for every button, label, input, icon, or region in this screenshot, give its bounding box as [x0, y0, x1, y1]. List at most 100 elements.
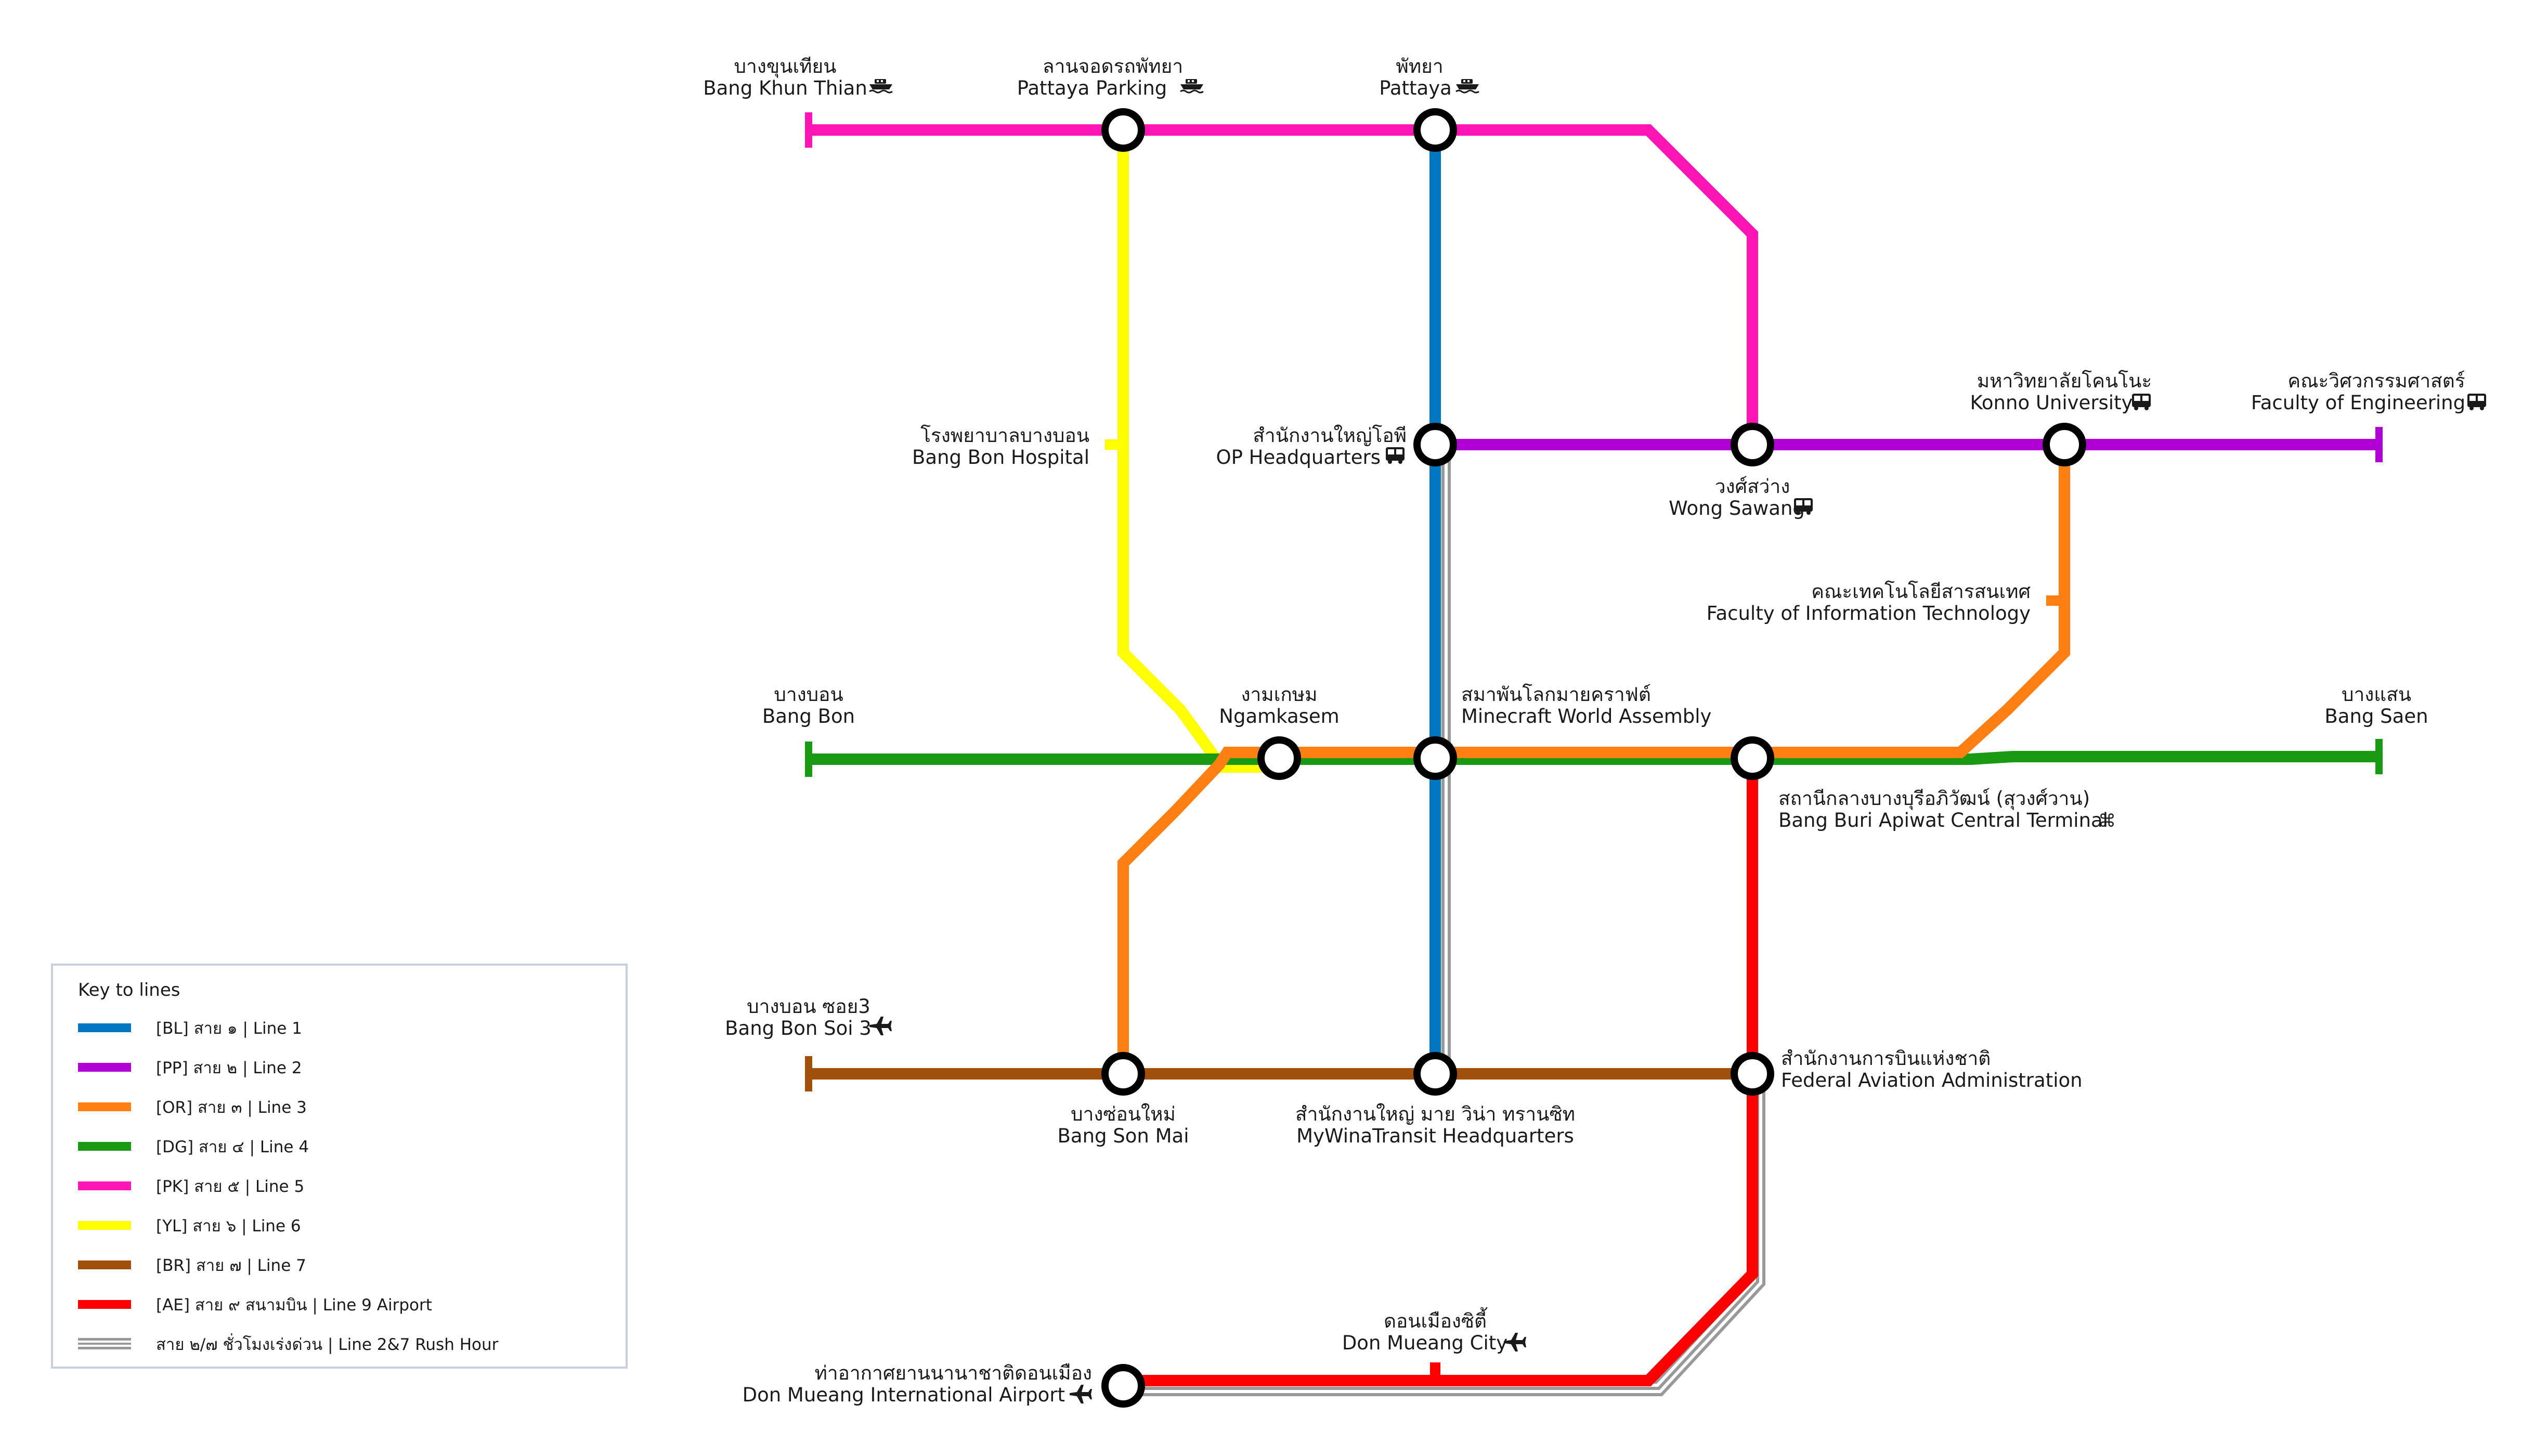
stop-tick-don-mueang-city [1430, 1362, 1440, 1381]
line-dg [809, 751, 2379, 765]
label-pattaya-parking-th: ลานจอดรถพัทยา [1043, 55, 1183, 77]
rush-hour-line [1128, 442, 1765, 1396]
label-op-hq-th: สำนักงานใหญ่โอพี [1253, 424, 1407, 447]
stop-ticks [1105, 439, 2064, 1381]
label-faa-th: สำนักงานการบินแห่งชาติ [1781, 1047, 1991, 1070]
label-minecraft-th: สมาพันโลกมายคราฟต์ [1461, 683, 1651, 706]
station-labels: บางขุนเทียน Bang Khun Thian ลานจอดรถพัทย… [703, 55, 2486, 1406]
label-bang-son-mai-en: Bang Son Mai [1058, 1125, 1189, 1147]
airplane-icon [1070, 1385, 1092, 1403]
label-pattaya-th: พัทยา [1396, 55, 1443, 77]
station-bang-son-mai[interactable] [1101, 1052, 1145, 1096]
label-wong-sawang-en: Wong Sawang [1669, 497, 1805, 519]
label-don-mueang-city-th: ดอนเมืองซิตี้ [1384, 1307, 1488, 1332]
station-wong-sawang[interactable] [1731, 423, 1774, 466]
airplane-icon [869, 1017, 892, 1035]
station-op-headquarters[interactable] [1413, 423, 1457, 466]
label-ngamkasem-th: งามเกษม [1241, 683, 1317, 706]
station-faa[interactable] [1731, 1052, 1774, 1096]
terminus-bang-bon-soi3 [805, 1056, 812, 1091]
legend-label-br: [BR] สาย ๗ | Line 7 [156, 1256, 306, 1275]
label-faculty-it-en: Faculty of Information Technology [1707, 602, 2031, 625]
terminus-bang-saen [2375, 739, 2383, 774]
interchanges [1101, 108, 2086, 1408]
terminus-bang-bon [805, 742, 812, 777]
label-faa-en: Federal Aviation Administration [1781, 1069, 2083, 1091]
label-bang-bon-hospital-en: Bang Bon Hospital [912, 446, 1089, 469]
station-pattaya-parking[interactable] [1101, 108, 1145, 152]
line-ae [1123, 757, 1758, 1386]
station-pattaya[interactable] [1413, 108, 1457, 152]
label-faculty-it-th: คณะเทคโนโลยีสารสนเทศ [1811, 580, 2031, 603]
label-konno-university-en: Konno University [1970, 392, 2133, 414]
label-faculty-engineering-en: Faculty of Engineering [2251, 392, 2465, 414]
label-don-mueang-city-en: Don Mueang City [1342, 1332, 1507, 1354]
line-or [1117, 445, 2070, 1074]
label-bang-buri-th: สถานีกลางบางบุรีอภิวัฒน์ (สุวงศ์วาน) [1778, 787, 2090, 810]
label-bang-khun-thian-th: บางขุนเทียน [734, 55, 837, 78]
legend-swatch-yl [78, 1221, 131, 1230]
label-pattaya-en: Pattaya [1379, 77, 1452, 99]
station-bang-buri-terminal[interactable] [1731, 736, 1774, 780]
ferry-icon [868, 78, 893, 94]
legend-label-yl: [YL] สาย ๖ | Line 6 [156, 1217, 301, 1236]
label-konno-university-th: มหาวิทยาลัยโคนโนะ [1977, 370, 2152, 392]
interchange-icon: ⌘ [2098, 811, 2116, 831]
label-don-mueang-airport-en: Don Mueang International Airport [743, 1384, 1065, 1406]
bus-icon [2132, 394, 2151, 410]
label-faculty-engineering-th: คณะวิศวกรรมศาสตร์ [2287, 370, 2465, 392]
label-bang-saen-en: Bang Saen [2324, 705, 2428, 727]
legend-label-ae: [AE] สาย ๙ สนามบิน | Line 9 Airport [156, 1296, 432, 1315]
label-bang-bon-soi3-en: Bang Bon Soi 3 [725, 1017, 872, 1039]
station-konno-university[interactable] [2043, 423, 2086, 466]
label-wong-sawang-th: วงศ์สว่าง [1715, 475, 1790, 498]
label-bang-buri-en: Bang Buri Apiwat Central Terminal [1778, 809, 2108, 831]
label-don-mueang-airport-th: ท่าอากาศยานนานาชาติดอนเมือง [814, 1362, 1092, 1384]
terminus-faculty-engineering [2375, 427, 2383, 462]
label-bang-saen-th: บางแสน [2342, 683, 2411, 706]
label-minecraft-en: Minecraft World Assembly [1461, 705, 1711, 727]
stop-tick-faculty-it [2046, 595, 2064, 606]
legend-swatch-dg [78, 1142, 131, 1151]
legend-swatch-rh [78, 1338, 131, 1349]
legend: Key to lines [BL] สาย ๑ | Line 1 [PP] สา… [51, 964, 628, 1369]
station-mywinatransit-hq[interactable] [1413, 1052, 1457, 1096]
legend-swatch-or [78, 1102, 131, 1111]
legend-label-pp: [PP] สาย ๒ | Line 2 [156, 1059, 302, 1077]
label-ngamkasem-en: Ngamkasem [1219, 705, 1339, 727]
line-pk [809, 124, 1758, 445]
label-bang-bon-en: Bang Bon [762, 705, 855, 727]
label-bang-bon-th: บางบอน [774, 683, 843, 706]
bus-icon [1386, 447, 1405, 464]
label-bang-khun-thian-en: Bang Khun Thian [703, 77, 867, 99]
legend-box [51, 964, 628, 1369]
legend-swatch-bl [78, 1023, 131, 1032]
termini [805, 112, 2383, 1091]
ferry-icon [1455, 78, 1480, 94]
stop-tick-bang-bon-hospital [1105, 439, 1123, 450]
terminus-bang-khun-thian [805, 112, 812, 148]
line-yl [1117, 130, 1274, 773]
legend-label-rh: สาย ๒/๗ ชั่วโมงเร่งด่วน | Line 2&7 Rush … [156, 1333, 499, 1354]
legend-label-pk: [PK] สาย ๕ | Line 5 [156, 1177, 304, 1196]
station-ngamkasem[interactable] [1257, 736, 1301, 780]
legend-swatch-br [78, 1260, 131, 1269]
ferry-icon [1179, 78, 1204, 94]
legend-label-dg: [DG] สาย ๔ | Line 4 [156, 1138, 309, 1156]
legend-title: Key to lines [78, 980, 180, 1000]
legend-label-bl: [BL] สาย ๑ | Line 1 [156, 1019, 302, 1038]
label-bang-bon-hospital-th: โรงพยาบาลบางบอน [920, 424, 1089, 447]
label-pattaya-parking-en: Pattaya Parking [1017, 77, 1167, 99]
legend-label-or: [OR] สาย ๓ | Line 3 [156, 1098, 307, 1117]
legend-swatch-ae [78, 1300, 131, 1309]
label-mywina-en: MyWinaTransit Headquarters [1296, 1125, 1574, 1147]
label-bang-son-mai-th: บางซ่อนใหม่ [1071, 1103, 1176, 1125]
label-mywina-th: สำนักงานใหญ่ มาย วิน่า ทรานซิท [1295, 1103, 1575, 1125]
label-bang-bon-soi3-th: บางบอน ซอย3 [747, 995, 870, 1018]
station-don-mueang-airport[interactable] [1101, 1364, 1145, 1408]
bus-icon [2467, 394, 2486, 410]
legend-swatch-pp [78, 1063, 131, 1072]
station-minecraft-world-assembly[interactable] [1413, 736, 1457, 780]
label-op-hq-en: OP Headquarters [1216, 446, 1381, 469]
